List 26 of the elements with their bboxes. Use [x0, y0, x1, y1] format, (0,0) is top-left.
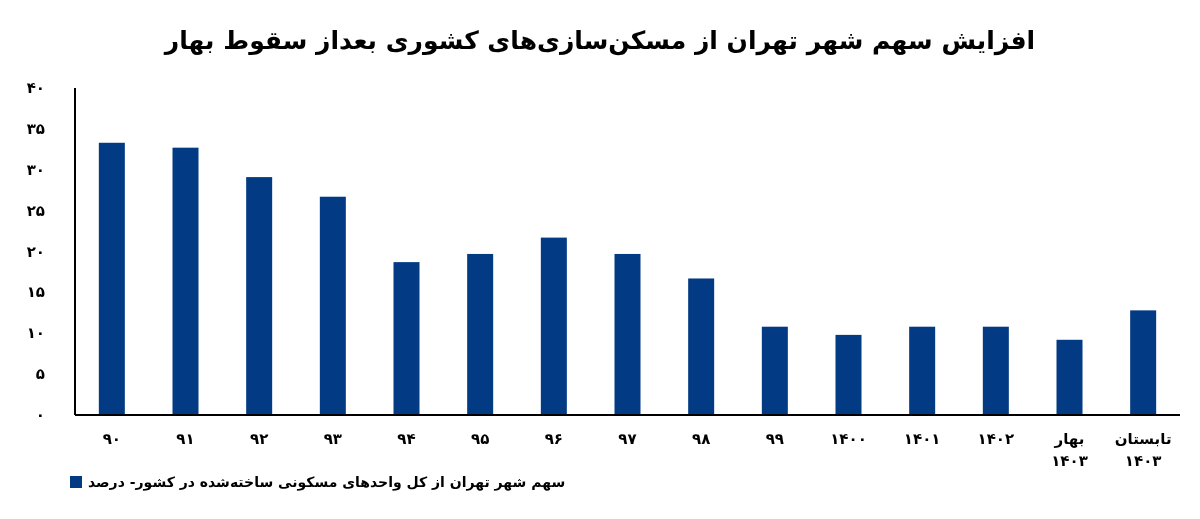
- x-tick-label: بهار ۱۴۰۳: [1050, 429, 1089, 472]
- y-tick-label: ۲۰: [25, 241, 45, 262]
- x-tick-label: ۹۷: [617, 429, 638, 450]
- y-tick-label: ۳۵: [25, 118, 45, 139]
- legend-label: سهم شهر تهران از کل واحدهای مسکونی ساخته‌شده در کشور- درصد: [88, 473, 566, 492]
- x-tick-label: ۹۹: [764, 429, 785, 450]
- x-tick-label: ۹۳: [322, 429, 343, 450]
- x-tick-label: ۹۶: [543, 429, 564, 450]
- x-tick-label: ۱۴۰۰: [829, 429, 868, 450]
- y-tick-label: ۵: [34, 364, 45, 385]
- y-tick-label: ۳۰: [25, 159, 45, 180]
- x-tick-label: ۹۵: [470, 429, 491, 450]
- x-tick-label: تابستان ۱۴۰۳: [1113, 429, 1173, 472]
- x-tick-label: ۹۱: [175, 429, 196, 450]
- y-tick-label: ۱۵: [25, 282, 45, 303]
- y-tick-label: ۲۵: [25, 200, 45, 221]
- y-tick-label: ۴۰: [25, 78, 45, 98]
- x-tick-label: ۹۰: [101, 429, 122, 450]
- x-tick-label: ۹۴: [396, 429, 417, 450]
- x-tick-label: ۱۴۰۱: [902, 429, 942, 450]
- y-tick-label: ۱۰: [25, 323, 45, 344]
- x-tick-label: ۱۴۰۲: [976, 429, 1016, 450]
- x-tick-label: ۹۲: [249, 429, 270, 450]
- y-tick-label: ۰: [34, 405, 45, 425]
- chart-title: افزایش سهم شهر تهران از مسکن‌سازی‌های کشوری بعداز سقوط بهار: [162, 26, 1037, 55]
- x-tick-label: ۹۸: [691, 429, 712, 450]
